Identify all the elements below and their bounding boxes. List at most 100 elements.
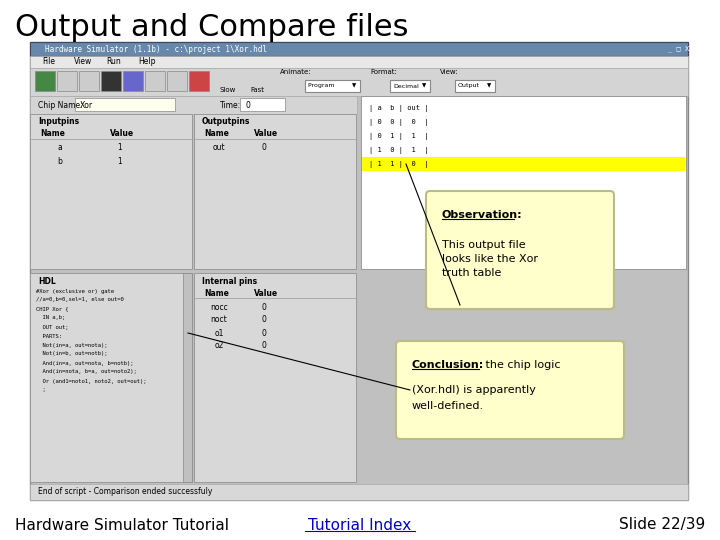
FancyBboxPatch shape [123,71,143,91]
Text: 1: 1 [117,144,122,152]
FancyBboxPatch shape [396,341,624,439]
Text: Time:: Time: [220,100,241,110]
Text: Hardware Simulator (1.1b) - c:\project 1\Xor.hdl: Hardware Simulator (1.1b) - c:\project 1… [45,44,267,53]
Text: Value: Value [254,130,278,138]
FancyBboxPatch shape [57,71,77,91]
Text: _ □ X: _ □ X [668,46,689,52]
FancyBboxPatch shape [455,80,495,92]
Text: Xor: Xor [80,100,93,110]
Text: Output and Compare files: Output and Compare files [15,14,408,43]
FancyBboxPatch shape [35,71,55,91]
Text: And(in=nota, b=a, out=noto2);: And(in=nota, b=a, out=noto2); [36,369,137,375]
Text: noct: noct [211,315,228,325]
Text: nocc: nocc [210,302,228,312]
Text: (Xor.hdl) is apparently: (Xor.hdl) is apparently [412,385,536,395]
Text: Internal pins: Internal pins [202,276,257,286]
FancyBboxPatch shape [75,98,175,111]
FancyBboxPatch shape [390,80,430,92]
FancyBboxPatch shape [30,114,192,269]
Text: Not(in=b, out=notb);: Not(in=b, out=notb); [36,352,107,356]
Text: ▼: ▼ [487,84,491,89]
Text: Program: Program [308,84,338,89]
Text: Or (and1=noto1, noto2, out=out);: Or (and1=noto1, noto2, out=out); [36,379,146,383]
Text: | 1  1 |  0  |: | 1 1 | 0 | [369,160,428,167]
Text: #Xor (exclusive or) gate: #Xor (exclusive or) gate [36,288,114,294]
Text: | 0  0 |  0  |: | 0 0 | 0 | [369,118,428,125]
FancyBboxPatch shape [189,71,209,91]
Text: And(in=a, out=nota, b=notb);: And(in=a, out=nota, b=notb); [36,361,133,366]
Text: Not(in=a, out=nota);: Not(in=a, out=nota); [36,342,107,348]
FancyBboxPatch shape [30,96,357,114]
FancyBboxPatch shape [362,157,685,171]
Text: Inputpins: Inputpins [38,118,79,126]
Text: 0: 0 [245,100,250,110]
FancyBboxPatch shape [30,56,688,68]
Text: Tutorial Index: Tutorial Index [308,517,412,532]
Text: Value: Value [110,130,134,138]
FancyBboxPatch shape [361,96,686,269]
Text: Name: Name [204,288,229,298]
FancyBboxPatch shape [240,98,285,111]
Text: | 1  0 |  1  |: | 1 0 | 1 | [369,146,428,153]
Text: View: View [74,57,92,66]
Text: OUT out;: OUT out; [36,325,68,329]
Text: IN a,b;: IN a,b; [36,315,66,321]
Text: //a=0,b=0,sel=1, else out=0: //a=0,b=0,sel=1, else out=0 [36,298,124,302]
Text: Observation:: Observation: [442,210,523,220]
Text: well-defined.: well-defined. [412,401,484,411]
FancyBboxPatch shape [305,80,360,92]
Text: ▼: ▼ [422,84,426,89]
Text: Slow: Slow [220,87,236,93]
Text: Fast: Fast [250,87,264,93]
Text: 0: 0 [261,302,266,312]
Text: This output file
looks like the Xor
truth table: This output file looks like the Xor trut… [442,240,538,278]
FancyBboxPatch shape [30,484,688,500]
Text: ▼: ▼ [352,84,356,89]
Text: a: a [58,144,63,152]
FancyBboxPatch shape [167,71,187,91]
Text: Chip Name:: Chip Name: [38,100,83,110]
Text: Value: Value [254,288,278,298]
Text: Decimal: Decimal [393,84,419,89]
Text: Help: Help [138,57,156,66]
Text: Format:: Format: [370,69,397,75]
Text: 0: 0 [261,315,266,325]
Text: ;: ; [36,388,46,393]
FancyBboxPatch shape [194,114,356,269]
Text: 0: 0 [261,341,266,350]
FancyBboxPatch shape [30,68,688,96]
Text: b: b [58,158,63,166]
FancyBboxPatch shape [145,71,165,91]
Text: End of script - Comparison ended successfuly: End of script - Comparison ended success… [38,488,212,496]
Text: Animate:: Animate: [280,69,312,75]
Text: View:: View: [440,69,459,75]
Text: o1: o1 [215,328,224,338]
Text: File: File [42,57,55,66]
Text: o2: o2 [215,341,224,350]
Text: 1: 1 [117,158,122,166]
Text: HDL: HDL [38,276,55,286]
FancyBboxPatch shape [30,42,688,500]
Text: Output: Output [458,84,480,89]
FancyBboxPatch shape [194,273,356,482]
FancyBboxPatch shape [183,273,192,482]
Text: Outputpins: Outputpins [202,118,251,126]
Text: Name: Name [204,130,229,138]
Text: | a  b | out |: | a b | out | [369,105,428,111]
Text: out: out [212,143,225,152]
FancyBboxPatch shape [101,71,121,91]
Text: Run: Run [106,57,121,66]
Text: 0: 0 [261,143,266,152]
Text: PARTS:: PARTS: [36,334,62,339]
FancyBboxPatch shape [79,71,99,91]
FancyBboxPatch shape [426,191,614,309]
Text: CHIP Xor {: CHIP Xor { [36,307,68,312]
Text: Hardware Simulator Tutorial: Hardware Simulator Tutorial [15,517,229,532]
Text: | 0  1 |  1  |: | 0 1 | 1 | [369,132,428,139]
Text: Slide 22/39: Slide 22/39 [618,517,705,532]
FancyBboxPatch shape [30,42,688,56]
FancyBboxPatch shape [30,273,192,482]
Text: Conclusion:: Conclusion: [412,360,485,370]
Text: the chip logic: the chip logic [482,360,560,370]
Text: 0: 0 [261,328,266,338]
